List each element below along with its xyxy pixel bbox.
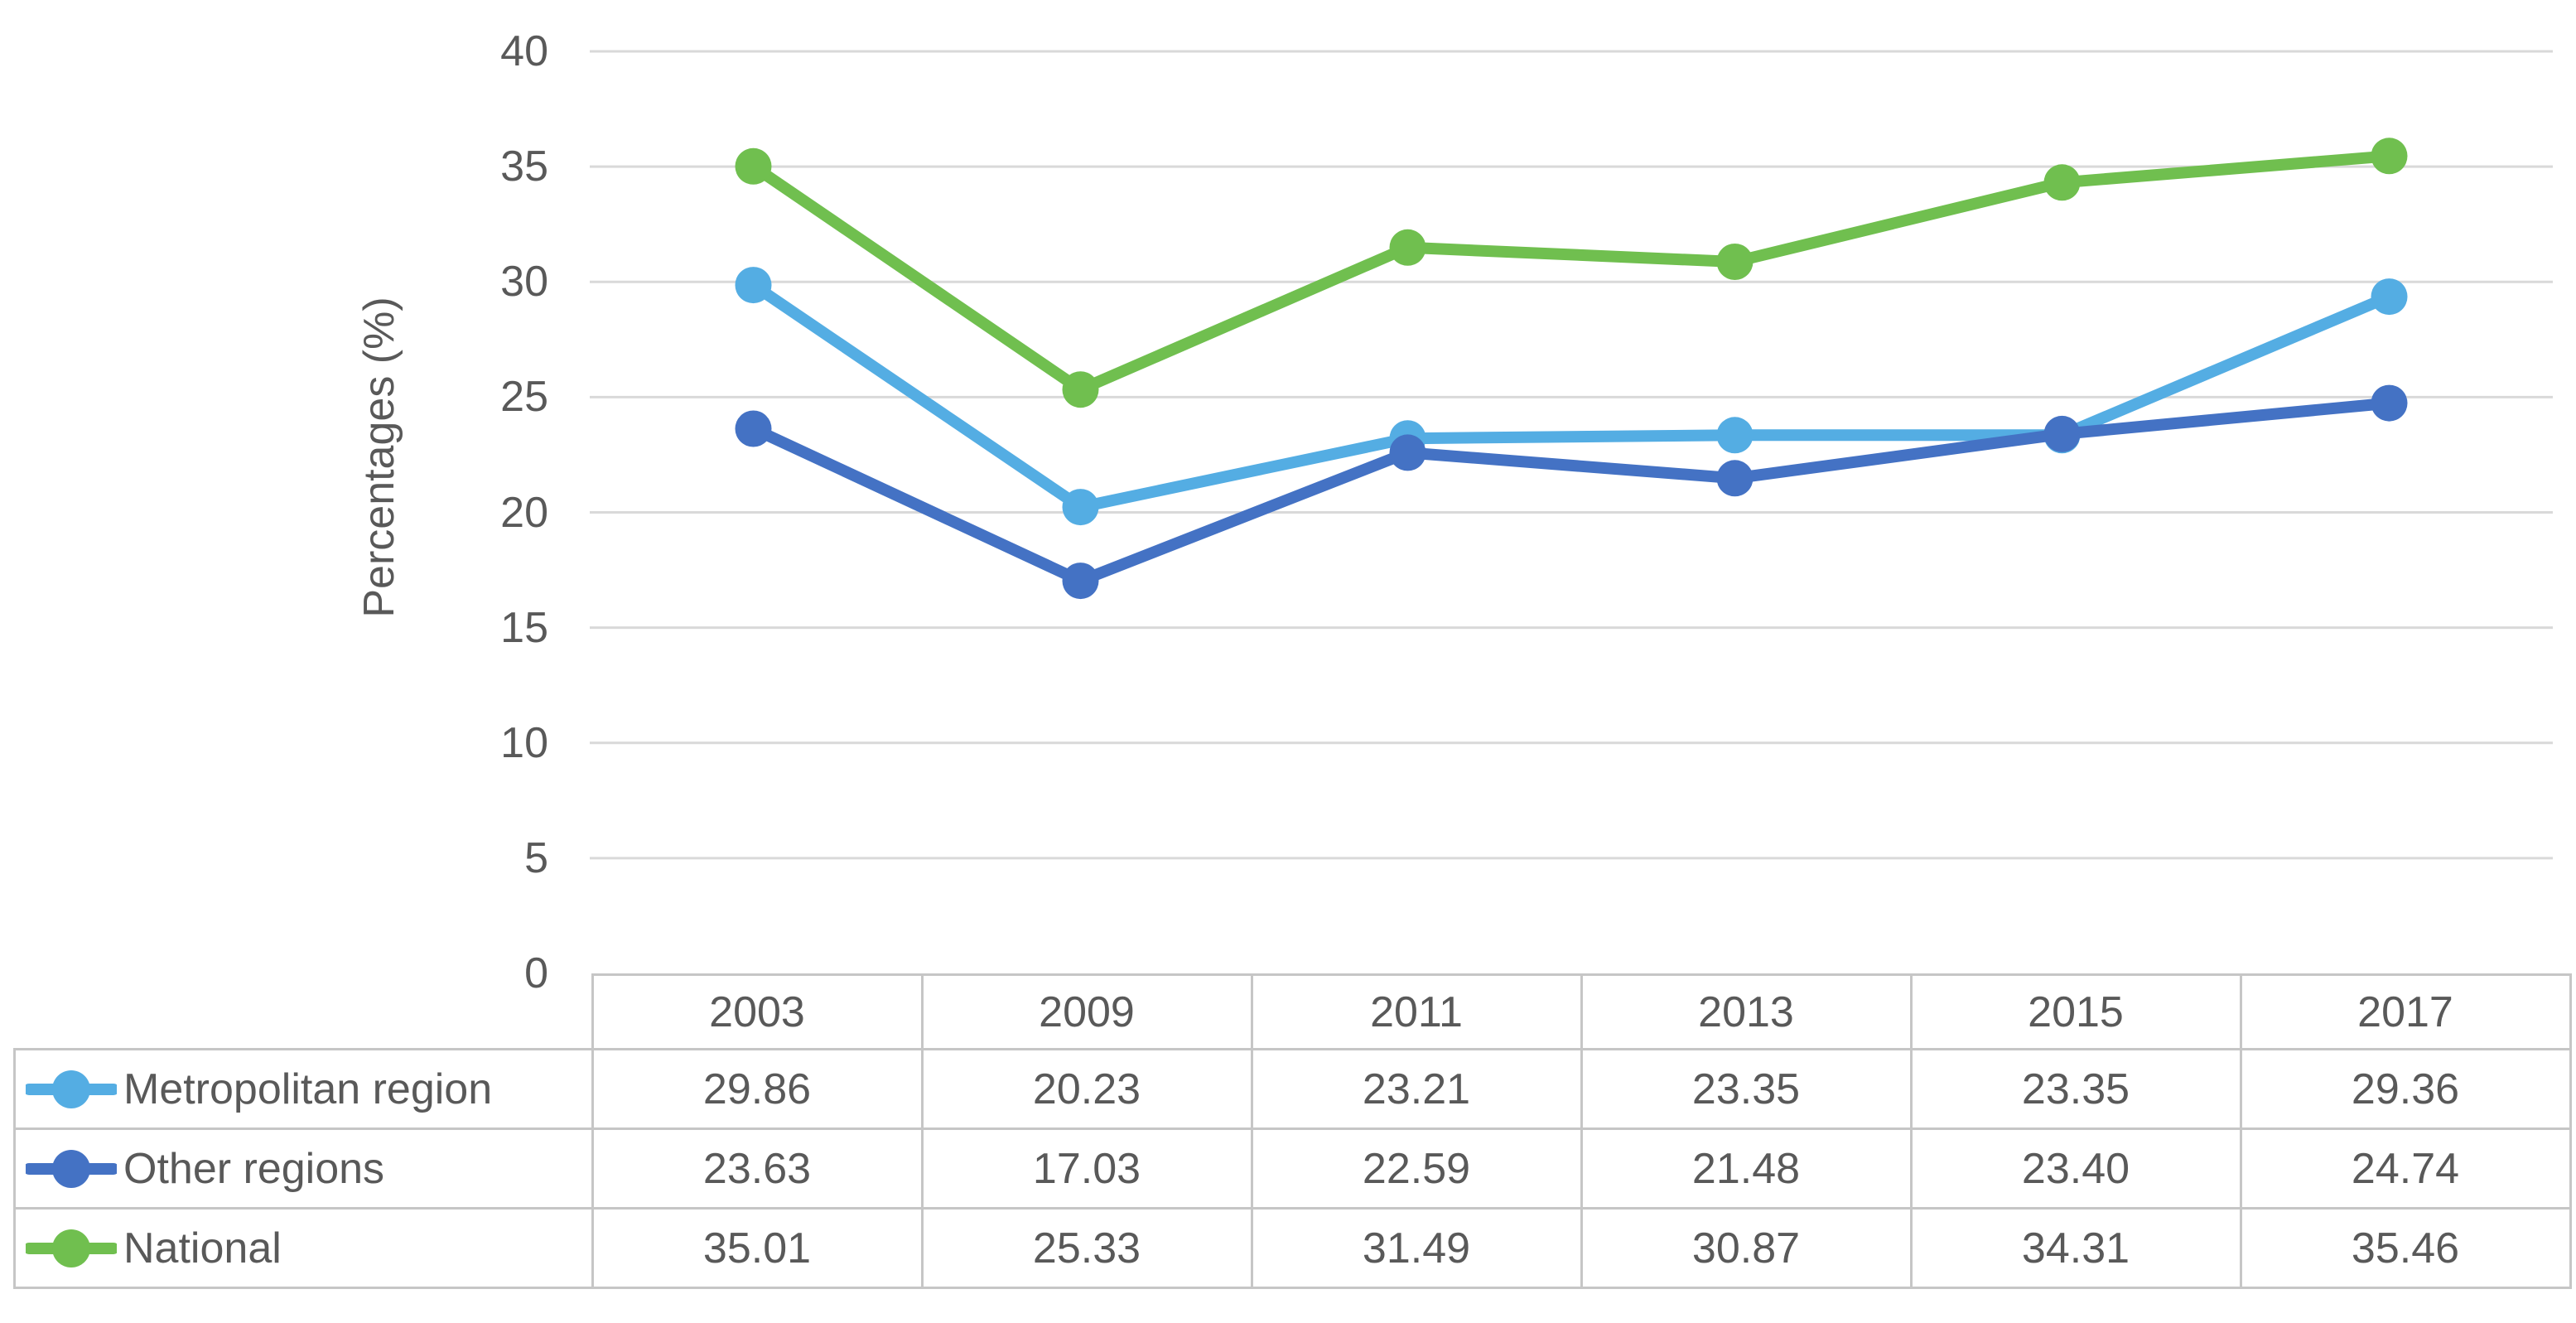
y-axis-tick-label: 35 bbox=[500, 142, 548, 191]
value-cell: 35.46 bbox=[2239, 1207, 2572, 1289]
data-point-marker bbox=[2043, 415, 2081, 452]
plot-area bbox=[590, 50, 2553, 860]
series-line-national bbox=[747, 150, 2395, 396]
data-point-marker bbox=[2371, 278, 2408, 316]
y-axis-tick-label: 25 bbox=[500, 373, 548, 422]
value-cell: 34.31 bbox=[1909, 1207, 2242, 1289]
data-point-marker bbox=[1389, 229, 1426, 266]
value-cell: 22.59 bbox=[1250, 1127, 1583, 1210]
value-cell: 23.40 bbox=[1909, 1127, 2242, 1210]
legend-line-marker-icon bbox=[26, 1149, 117, 1188]
series-name-label: Other regions bbox=[123, 1144, 385, 1193]
data-point-marker bbox=[2371, 138, 2408, 175]
value-cell: 23.35 bbox=[1580, 1048, 1913, 1130]
data-point-marker bbox=[1716, 460, 1754, 497]
data-point-marker bbox=[735, 267, 772, 304]
y-axis-tick-label: 40 bbox=[500, 27, 548, 75]
y-axis-tick-label: 0 bbox=[524, 949, 548, 997]
table-row: Other regions 23.63 17.03 22.59 21.48 23.40 24… bbox=[13, 1127, 2572, 1210]
y-axis-tick-label: 5 bbox=[524, 833, 548, 882]
year-header: 2011 bbox=[1250, 973, 1583, 1050]
year-header: 2009 bbox=[920, 973, 1253, 1050]
value-cell: 29.86 bbox=[591, 1048, 924, 1130]
value-cell: 23.63 bbox=[591, 1127, 924, 1210]
legend-line-marker-icon bbox=[26, 1229, 117, 1267]
data-point-marker bbox=[1716, 417, 1754, 454]
data-point-marker bbox=[1062, 489, 1099, 526]
data-point-marker bbox=[1062, 563, 1099, 600]
value-cell: 20.23 bbox=[920, 1048, 1253, 1130]
data-point-marker bbox=[1716, 244, 1754, 280]
y-axis-tick-label: 20 bbox=[500, 488, 548, 537]
chart-data-table: 2003 2009 2011 2013 2015 2017 Metropolitan reg… bbox=[13, 973, 2572, 1289]
series-name-label: Metropolitan region bbox=[123, 1065, 493, 1113]
value-cell: 24.74 bbox=[2239, 1127, 2572, 1210]
y-axis-tick-label: 15 bbox=[500, 603, 548, 652]
table-row: National 35.01 25.33 31.49 30.87 34.31 35.46 bbox=[13, 1207, 2572, 1289]
data-point-marker bbox=[735, 410, 772, 447]
value-cell: 23.21 bbox=[1250, 1048, 1583, 1130]
y-axis-tick-label: 30 bbox=[500, 258, 548, 307]
series-legend-cell: Other regions bbox=[13, 1127, 594, 1210]
year-header: 2003 bbox=[591, 973, 924, 1050]
value-cell: 25.33 bbox=[920, 1207, 1253, 1289]
table-row: Metropolitan region 29.86 20.23 23.21 23.35 2… bbox=[13, 1048, 2572, 1130]
series-name-label: National bbox=[123, 1224, 282, 1272]
series-legend-cell: National bbox=[13, 1207, 594, 1289]
year-header: 2017 bbox=[2239, 973, 2572, 1050]
data-point-marker bbox=[1062, 371, 1099, 408]
value-cell: 31.49 bbox=[1250, 1207, 1583, 1289]
value-cell: 29.36 bbox=[2239, 1048, 2572, 1130]
y-axis-tick-label: 10 bbox=[500, 718, 548, 767]
series-line-metropolitan-region bbox=[747, 279, 2395, 514]
table-corner-blank bbox=[15, 975, 593, 1050]
series-legend-cell: Metropolitan region bbox=[13, 1048, 594, 1130]
series-line-other-regions bbox=[747, 397, 2395, 587]
y-axis-title: Percentages (%) bbox=[355, 297, 403, 618]
year-header: 2015 bbox=[1909, 973, 2242, 1050]
year-header: 2013 bbox=[1580, 973, 1913, 1050]
value-cell: 21.48 bbox=[1580, 1127, 1913, 1210]
data-point-marker bbox=[1389, 434, 1426, 471]
legend-line-marker-icon bbox=[26, 1070, 117, 1108]
data-point-marker bbox=[735, 147, 772, 185]
value-cell: 23.35 bbox=[1909, 1048, 2242, 1130]
data-point-marker bbox=[2371, 384, 2408, 422]
value-cell: 17.03 bbox=[920, 1127, 1253, 1210]
value-cell: 35.01 bbox=[591, 1207, 924, 1289]
data-point-marker bbox=[2043, 164, 2081, 201]
value-cell: 30.87 bbox=[1580, 1207, 1913, 1289]
